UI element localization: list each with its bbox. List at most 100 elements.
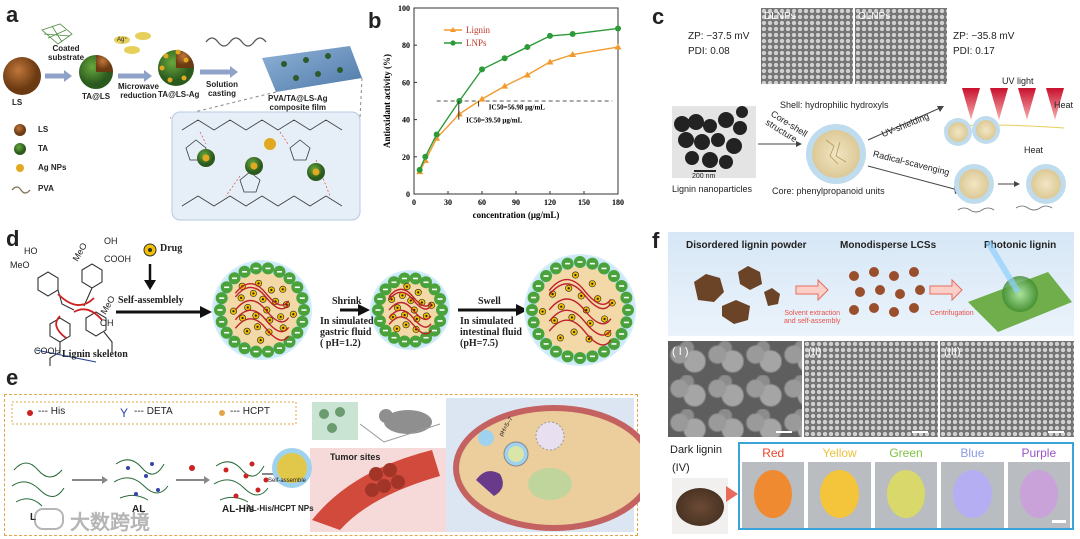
panel-a-label: a xyxy=(6,2,19,27)
dark-lignin-photo xyxy=(672,478,728,534)
meo-label-2: MeO xyxy=(10,260,30,270)
data-point-lnps xyxy=(501,55,508,62)
minus-sign xyxy=(529,309,535,311)
minus-sign xyxy=(437,320,443,322)
color-label-purple: Purple xyxy=(1021,446,1057,460)
step1-label: Disordered lignin powder xyxy=(686,240,807,251)
label-iv: (IV) xyxy=(672,462,690,474)
swell-label: Swell xyxy=(478,296,501,307)
ls-label: LS xyxy=(12,98,23,107)
minus-sign xyxy=(287,277,293,280)
lignin-chain xyxy=(234,283,290,306)
watermark-logo-icon xyxy=(34,508,64,530)
shrink-label: Shrink xyxy=(332,296,362,307)
y-tick-label: 80 xyxy=(402,41,410,50)
drug-core xyxy=(246,306,249,309)
lignin-chain xyxy=(548,283,612,310)
lignin-chain xyxy=(234,309,290,333)
step2-label: Monodisperse LCSs xyxy=(840,240,937,251)
gastric-fluid-label: In simulated gastric fluid ( pH=1.2) xyxy=(320,316,374,349)
dlnps-sem-image xyxy=(761,8,853,84)
mouse-icon xyxy=(384,410,432,434)
label-i: ( I ) xyxy=(672,346,689,358)
minus-sign xyxy=(375,309,381,311)
dark-lignin-label: Dark lignin xyxy=(670,444,722,456)
dlnps-label: DLNPs xyxy=(764,11,796,22)
minus-sign xyxy=(377,298,383,300)
sem-image-i xyxy=(668,341,802,437)
x-tick-label: 90 xyxy=(512,198,520,207)
olnps-label: OLNPs xyxy=(858,11,891,22)
drug-core xyxy=(585,308,588,312)
rainbow-beam xyxy=(985,240,1021,294)
drug-core xyxy=(560,305,563,308)
panel-e-label: e xyxy=(6,365,19,390)
uv-light-label: UV light xyxy=(1002,76,1034,86)
scale-bar-iv xyxy=(1052,520,1066,523)
y-tick-label: 60 xyxy=(402,78,410,87)
minus-sign xyxy=(382,288,388,291)
x-tick-label: 0 xyxy=(412,198,416,207)
lignin-chain xyxy=(234,286,290,310)
data-point-lignin xyxy=(523,71,531,78)
composite-film xyxy=(262,46,362,92)
ta-ls-label: TA@LS xyxy=(82,92,111,101)
x-tick-label: 150 xyxy=(578,198,590,207)
panel-f-label: f xyxy=(652,228,660,253)
panel-c-scheme xyxy=(674,88,1066,213)
legend-ag-icon xyxy=(16,164,24,172)
ta-ls-ag-label: TA@LS-Ag xyxy=(158,90,200,99)
minus-sign xyxy=(625,309,631,311)
minus-sign xyxy=(553,267,559,270)
lignin-chain xyxy=(548,309,612,336)
x-axis-label: concentration (μg/mL) xyxy=(473,210,560,220)
panel-d-scheme xyxy=(35,243,636,366)
minus-sign xyxy=(437,298,443,300)
drug-core xyxy=(591,282,594,285)
minus-sign xyxy=(531,296,537,299)
drug-core xyxy=(404,323,408,326)
label-iii: (III) xyxy=(944,346,961,358)
y-tick-label: 0 xyxy=(406,190,410,199)
minus-sign xyxy=(265,267,271,270)
minus-sign xyxy=(224,286,230,289)
lignin-chain xyxy=(388,288,432,307)
minus-sign xyxy=(601,350,607,353)
minus-sign xyxy=(242,270,248,273)
sem-image-iii xyxy=(940,341,1074,437)
ag-ion-label: Ag⁺ xyxy=(117,37,128,43)
minus-sign xyxy=(565,262,571,265)
minus-sign xyxy=(531,321,537,324)
lignin-chain xyxy=(548,319,612,346)
drug-core xyxy=(425,314,428,318)
data-point-lignin xyxy=(569,51,577,57)
minus-sign xyxy=(611,343,617,345)
x-tick-label: 30 xyxy=(444,198,452,207)
shell-label: Shell: hydrophilic hydroxyls xyxy=(780,100,889,110)
lignin-chain xyxy=(234,299,290,323)
lignin-chain xyxy=(388,291,432,310)
drug-core xyxy=(403,313,406,317)
lignin-np-label: Lignin nanoparticles xyxy=(672,184,753,194)
olnps-sem-image xyxy=(855,8,947,84)
minus-sign xyxy=(299,297,305,299)
minus-sign xyxy=(432,288,438,291)
drug-core xyxy=(252,292,255,295)
minus-sign xyxy=(577,357,583,359)
lignin-chain xyxy=(548,298,612,325)
y-tick-label: 100 xyxy=(398,4,410,13)
legend-label: Lignin xyxy=(466,25,490,35)
panel-a-scheme xyxy=(3,23,363,221)
minus-sign xyxy=(423,336,429,339)
minus-sign xyxy=(265,350,271,353)
minus-sign xyxy=(553,350,559,353)
drug-core xyxy=(232,310,235,313)
legend-deta-label: --- DETA xyxy=(134,406,173,417)
drug-label: Drug xyxy=(160,243,183,254)
data-point-lignin xyxy=(546,58,554,65)
cooh-label-2: COOH xyxy=(34,346,61,356)
drug-core xyxy=(259,338,262,342)
color-film-photo-red xyxy=(742,462,805,528)
minus-sign xyxy=(391,336,397,339)
drug-core xyxy=(587,337,591,341)
